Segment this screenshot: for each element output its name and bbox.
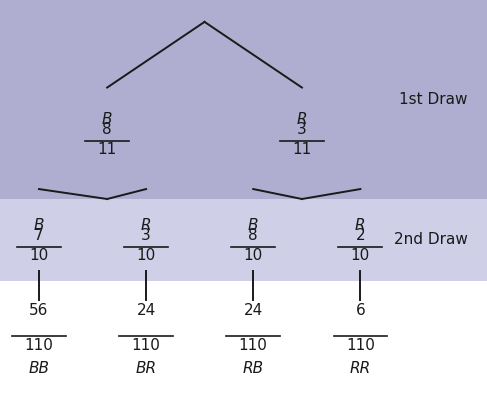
- Text: 3: 3: [297, 122, 307, 137]
- Text: 110: 110: [346, 338, 375, 353]
- Text: 10: 10: [29, 248, 49, 263]
- Text: 8: 8: [248, 228, 258, 243]
- Text: R: R: [355, 218, 366, 233]
- Text: 10: 10: [244, 248, 263, 263]
- Text: 110: 110: [24, 338, 54, 353]
- Text: 11: 11: [97, 142, 117, 157]
- Text: 8: 8: [102, 122, 112, 137]
- Text: 24: 24: [136, 303, 156, 318]
- Text: RR: RR: [350, 361, 371, 376]
- Text: RB: RB: [243, 361, 264, 376]
- Text: 110: 110: [239, 338, 268, 353]
- Text: 1st Draw: 1st Draw: [399, 92, 468, 107]
- Text: 2nd Draw: 2nd Draw: [393, 232, 468, 247]
- Text: BR: BR: [135, 361, 157, 376]
- Text: 3: 3: [141, 228, 151, 243]
- Text: 7: 7: [34, 228, 44, 243]
- Text: 24: 24: [244, 303, 263, 318]
- Text: B: B: [34, 218, 44, 233]
- Text: R: R: [297, 112, 307, 127]
- Text: BB: BB: [28, 361, 50, 376]
- Text: 2: 2: [356, 228, 365, 243]
- Text: 56: 56: [29, 303, 49, 318]
- FancyBboxPatch shape: [0, 281, 487, 398]
- Text: 6: 6: [356, 303, 365, 318]
- Text: 110: 110: [131, 338, 161, 353]
- FancyBboxPatch shape: [0, 0, 487, 199]
- Text: R: R: [141, 218, 151, 233]
- Text: B: B: [102, 112, 112, 127]
- Text: 10: 10: [351, 248, 370, 263]
- Text: 10: 10: [136, 248, 156, 263]
- Text: 11: 11: [292, 142, 312, 157]
- FancyBboxPatch shape: [0, 199, 487, 281]
- Text: B: B: [248, 218, 259, 233]
